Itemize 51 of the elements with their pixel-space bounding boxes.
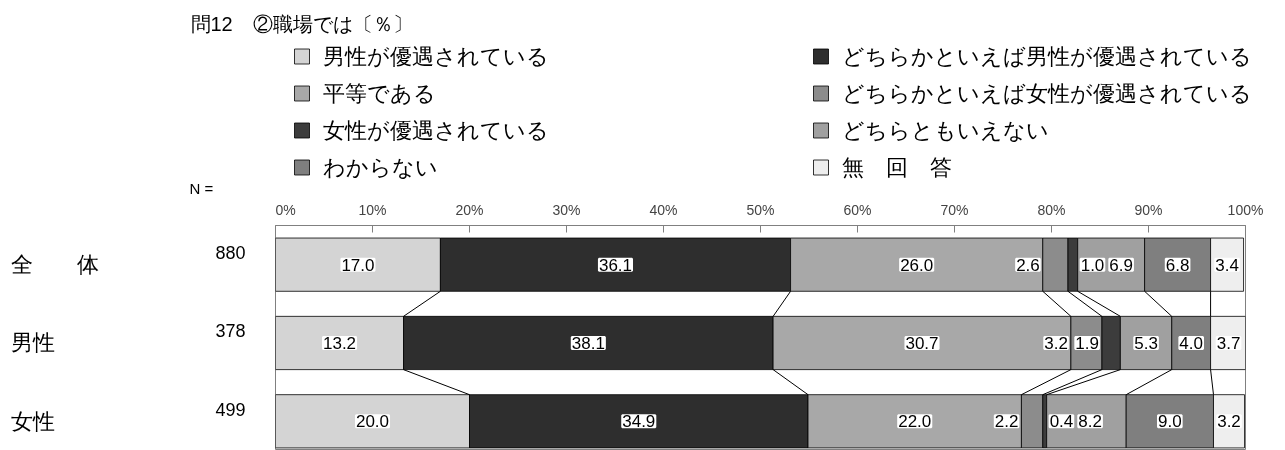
x-tick-label: 20% bbox=[455, 201, 484, 218]
data-label: 9.0 bbox=[1158, 412, 1182, 432]
y-tick-label: 男性 bbox=[10, 330, 55, 356]
legend-label: わからない bbox=[322, 155, 438, 180]
data-label: 0.4 bbox=[1049, 412, 1074, 432]
data-label: 26.0 bbox=[900, 255, 934, 275]
y-tick-label: 女性 bbox=[10, 408, 55, 434]
x-tick-label: 30% bbox=[552, 201, 581, 218]
data-label: 8.2 bbox=[1078, 412, 1102, 432]
data-label: 1.0 bbox=[1080, 255, 1105, 275]
legend-label: 平等である bbox=[322, 81, 436, 106]
legend-label: どちらともいえない bbox=[841, 118, 1049, 143]
data-label: 6.8 bbox=[1165, 255, 1190, 275]
legend-label: どちらかといえば女性が優遇されている bbox=[841, 81, 1252, 106]
legend-label: 女性が優遇されている bbox=[322, 118, 549, 143]
legend-label: どちらかといえば男性が優遇されている bbox=[841, 44, 1252, 69]
data-label: 36.1 bbox=[598, 255, 633, 275]
data-label: 13.2 bbox=[322, 333, 357, 353]
data-label: 3.2 bbox=[1044, 333, 1068, 353]
data-label: 3.4 bbox=[1215, 255, 1239, 275]
x-tick-label: 40% bbox=[649, 201, 678, 218]
x-tick-label: 0% bbox=[275, 201, 296, 218]
x-tick-label: 10% bbox=[358, 201, 387, 218]
data-label: 6.9 bbox=[1109, 255, 1133, 275]
x-tick-label: 80% bbox=[1037, 201, 1066, 218]
data-label: 2.6 bbox=[1016, 255, 1040, 275]
data-label: 20.0 bbox=[355, 412, 390, 432]
x-tick-label: 100% bbox=[1227, 201, 1264, 218]
x-tick-label: 90% bbox=[1134, 201, 1163, 218]
data-label: 34.9 bbox=[622, 412, 656, 432]
x-tick-label: 70% bbox=[940, 201, 969, 218]
text: 378 bbox=[215, 321, 246, 342]
data-label: 2.2 bbox=[994, 412, 1019, 432]
data-label: 4.0 bbox=[1179, 333, 1203, 353]
x-tick-label: 50% bbox=[746, 201, 775, 218]
y-tick-label: 全 体 bbox=[10, 252, 99, 278]
data-label: 3.2 bbox=[1217, 412, 1241, 432]
data-label: 5.3 bbox=[1134, 333, 1158, 353]
data-label: 38.1 bbox=[571, 333, 605, 353]
data-label: 3.7 bbox=[1216, 333, 1241, 353]
data-label: 17.0 bbox=[341, 255, 375, 275]
text: 499 bbox=[215, 399, 246, 420]
legend-label: 男性が優遇されている bbox=[322, 44, 549, 69]
text: N = bbox=[189, 180, 214, 197]
text: 880 bbox=[215, 243, 246, 264]
data-label: 22.0 bbox=[898, 412, 932, 432]
legend-label: 無 回 答 bbox=[841, 155, 952, 180]
data-label: 30.7 bbox=[905, 333, 939, 353]
chart-title: 問12 ②職場では〔％〕 bbox=[190, 12, 413, 35]
data-label: 1.9 bbox=[1075, 333, 1099, 353]
x-tick-label: 60% bbox=[843, 201, 872, 218]
